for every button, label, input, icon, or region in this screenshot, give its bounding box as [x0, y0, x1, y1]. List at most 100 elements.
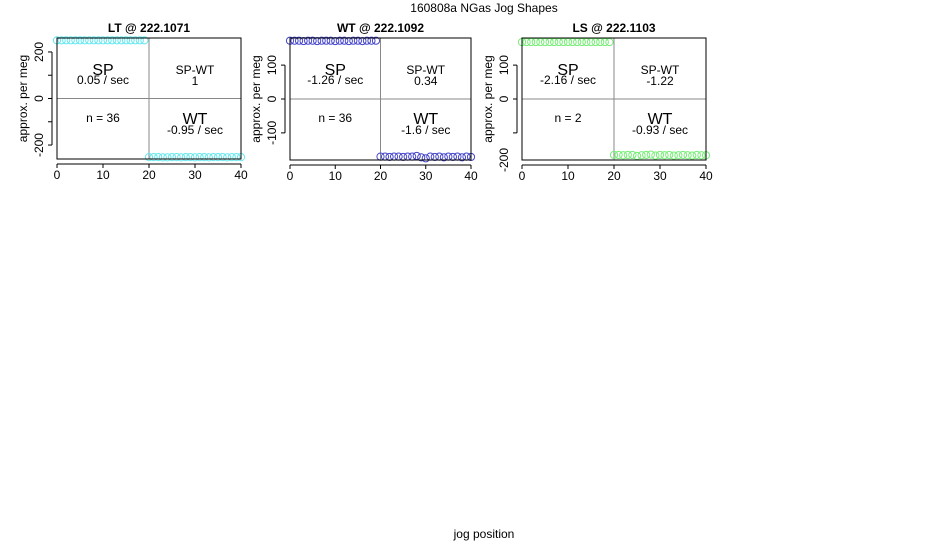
- data-point-sp: [112, 36, 121, 45]
- y-tick-label: 0: [497, 95, 511, 102]
- data-point-sp: [89, 36, 98, 45]
- data-point-wt: [385, 152, 394, 162]
- x-tick-label: 20: [607, 169, 621, 183]
- data-point-wt: [167, 153, 177, 162]
- data-point-sp: [140, 36, 149, 45]
- data-point-sp: [71, 36, 80, 45]
- y-axis-label: approx. per meg: [249, 55, 263, 142]
- sp-wt-label: SP-WT: [406, 63, 445, 77]
- data-point-sp: [367, 36, 376, 45]
- y-tick-label: 0: [32, 95, 46, 102]
- x-tick-label: 10: [329, 169, 343, 183]
- data-point-sp: [317, 36, 326, 45]
- data-point-wt: [200, 153, 209, 162]
- x-tick-label: 40: [699, 169, 713, 183]
- x-tick-label: 0: [287, 169, 294, 183]
- y-tick-label: 100: [497, 55, 511, 75]
- wt-label: WT: [413, 111, 438, 128]
- data-point-sp: [358, 36, 367, 46]
- wt-label: WT: [648, 111, 673, 128]
- data-point-wt: [163, 153, 172, 162]
- data-point-sp: [98, 36, 108, 45]
- panel-title: LT @ 222.1071: [108, 21, 191, 35]
- data-point-wt: [674, 151, 683, 160]
- sp-label: SP: [92, 62, 113, 79]
- data-point-sp: [349, 36, 358, 45]
- data-point-sp: [308, 36, 317, 45]
- data-point-sp: [294, 36, 304, 45]
- y-axis: -200 0 100: [497, 55, 518, 172]
- y-tick-label: 0: [265, 95, 279, 102]
- data-point-sp: [103, 36, 112, 45]
- plot-frame: [289, 37, 472, 161]
- data-point-wt: [186, 153, 195, 162]
- data-point-sp: [290, 36, 299, 45]
- x-tick-label: 30: [653, 169, 667, 183]
- data-point-sp: [75, 36, 85, 45]
- data-point-sp: [362, 36, 372, 45]
- x-tick-label: 30: [419, 169, 433, 183]
- data-point-wt: [417, 153, 426, 162]
- x-tick-label: 40: [234, 168, 248, 182]
- x-tick-label: 0: [519, 169, 526, 183]
- n-count: n = 2: [554, 111, 581, 125]
- data-point-wt: [158, 153, 167, 162]
- y-axis-label: approx. per meg: [481, 55, 495, 142]
- data-point-wt: [412, 151, 421, 161]
- y-tick-label: -200: [32, 133, 46, 157]
- data-point-wt: [430, 152, 439, 162]
- data-point-wt: [223, 153, 232, 162]
- data-point-wt: [190, 153, 200, 162]
- data-point-sp: [299, 36, 308, 46]
- data-point-wt: [172, 153, 181, 162]
- sp-rate: -2.16 / sec: [540, 73, 596, 87]
- sp-wt-label: SP-WT: [641, 63, 680, 77]
- data-point-wt: [637, 151, 646, 160]
- y-tick-label: -200: [497, 148, 511, 172]
- data-point-sp: [108, 36, 117, 45]
- data-point-sp: [126, 36, 135, 45]
- y-axis: -100 0 100: [265, 55, 286, 145]
- data-point-sp: [605, 37, 614, 47]
- data-point-sp: [344, 36, 353, 46]
- data-point-sp: [331, 36, 340, 46]
- x-tick-label: 40: [464, 169, 478, 183]
- data-point-wt: [448, 152, 457, 162]
- x-tick-label: 20: [374, 169, 388, 183]
- data-point-wt: [688, 151, 697, 160]
- n-count: n = 36: [318, 111, 352, 125]
- data-point-sp: [131, 36, 140, 45]
- y-tick-label: 200: [32, 42, 46, 62]
- data-point-wt: [646, 150, 655, 159]
- wt-rate: -0.93 / sec: [632, 123, 688, 137]
- data-point-wt: [678, 150, 688, 160]
- data-point-wt: [213, 153, 223, 162]
- x-axis: 0 10 20 30 40: [519, 164, 713, 183]
- data-point-wt: [665, 150, 674, 160]
- plot-frame: [56, 37, 242, 160]
- data-point-wt: [660, 151, 669, 160]
- data-point-sp: [371, 36, 381, 45]
- figure-x-axis-label: jog position: [453, 527, 515, 541]
- data-point-sp: [326, 36, 335, 45]
- data-point-wt: [439, 153, 448, 162]
- x-tick-label: 30: [188, 168, 202, 182]
- data-point-wt: [218, 153, 227, 162]
- y-tick-label: -100: [265, 121, 279, 145]
- data-point-wt: [204, 153, 213, 162]
- data-point-sp: [340, 36, 349, 45]
- data-point-wt: [651, 151, 660, 160]
- y-tick-label: 100: [265, 55, 279, 75]
- data-point-wt: [144, 153, 154, 162]
- wt-rate: -0.95 / sec: [167, 123, 223, 137]
- data-point-wt: [399, 152, 408, 162]
- x-axis: 0 10 20 30 40: [287, 164, 478, 183]
- x-axis: 0 10 20 30 40: [54, 163, 248, 182]
- x-tick-label: 0: [54, 168, 61, 182]
- data-point-wt: [227, 153, 236, 162]
- plot-frame: [521, 37, 707, 161]
- data-point-wt: [177, 153, 186, 162]
